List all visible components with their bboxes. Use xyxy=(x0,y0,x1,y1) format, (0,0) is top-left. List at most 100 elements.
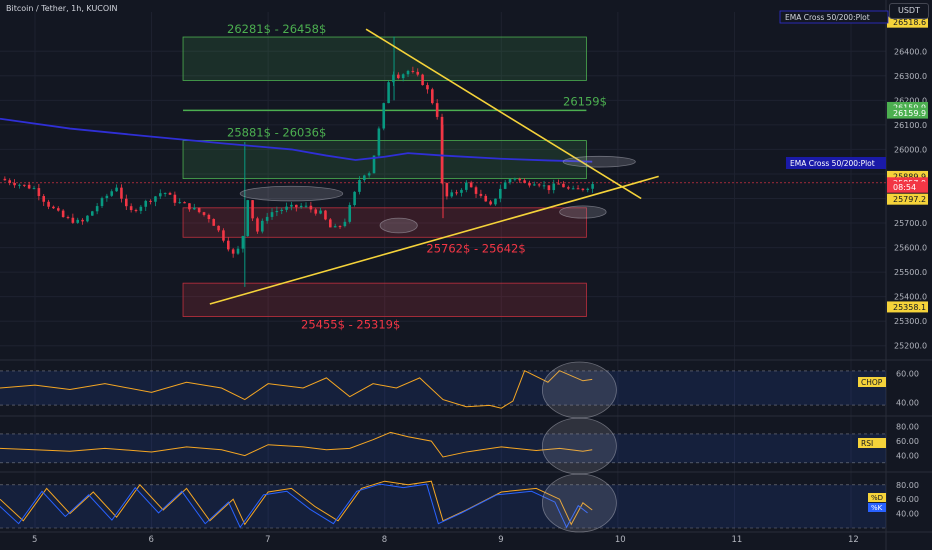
candle-body xyxy=(567,187,570,189)
candle-body xyxy=(338,226,342,228)
candle-body xyxy=(56,208,60,211)
price-label-box xyxy=(887,170,928,182)
zone-label: 25881$ - 26036$ xyxy=(227,126,326,140)
candle-body xyxy=(484,195,488,202)
candle-body xyxy=(469,182,473,188)
candle-body xyxy=(377,128,381,156)
candle-body xyxy=(533,184,536,186)
candle-body xyxy=(367,173,371,176)
oscillator-axis-tick: 40.00 xyxy=(896,398,919,407)
oscillator-tag: %D xyxy=(871,494,883,502)
level-line-label: 26159$ xyxy=(563,94,607,108)
candle-body xyxy=(557,183,560,185)
candle-body xyxy=(76,219,80,223)
highlight-ellipse xyxy=(541,417,617,475)
candle-body xyxy=(474,187,478,194)
candle-body xyxy=(348,205,352,222)
candle-body xyxy=(110,191,114,196)
price-axis-tick: 26000.0 xyxy=(894,145,927,154)
candle-body xyxy=(42,196,46,202)
currency-button[interactable]: USDT xyxy=(889,3,929,19)
price-label: 25889.9 xyxy=(893,172,926,181)
candle-body xyxy=(202,212,206,215)
candle-body xyxy=(61,210,65,218)
candle-body xyxy=(90,211,94,216)
candle-body xyxy=(503,182,507,189)
price-axis-tick: 25300.0 xyxy=(894,317,927,326)
candle-body xyxy=(32,188,36,190)
candle-body xyxy=(333,226,337,228)
trendline xyxy=(209,175,659,305)
oscillator-tag-box xyxy=(858,438,886,448)
candle-body xyxy=(440,116,444,184)
candle-body xyxy=(494,198,497,205)
oscillator-band xyxy=(0,433,886,463)
price-label: 26159.9 xyxy=(893,109,926,118)
candle-body xyxy=(343,221,347,227)
oscillator-line xyxy=(0,480,593,526)
candle-body xyxy=(188,203,191,210)
candle-body xyxy=(222,230,225,241)
candle-body xyxy=(22,184,26,186)
zone-label: 25762$ - 25642$ xyxy=(426,241,525,255)
oscillator-axis-tick: 60.00 xyxy=(896,495,919,504)
candle-body xyxy=(397,74,400,79)
price-label-box xyxy=(887,107,928,119)
candle-body xyxy=(173,194,177,203)
candle-body xyxy=(421,74,424,86)
candle-body xyxy=(154,196,157,202)
candle-body xyxy=(382,103,386,129)
oscillator-stoch-rsi: 80.00 60.00 40.00 %D %K xyxy=(0,473,919,533)
candle-body xyxy=(295,204,298,208)
price-label-box xyxy=(887,301,928,313)
candle-body xyxy=(489,201,492,205)
candle-body xyxy=(353,191,356,206)
candle-body xyxy=(275,210,279,213)
price-axis-tick: 26100.0 xyxy=(894,121,927,130)
oscillator-tag: CHOP xyxy=(861,378,883,387)
candle-body xyxy=(231,249,235,254)
candle-body xyxy=(178,202,182,204)
candle-body xyxy=(586,188,590,191)
oscillator-tag: %K xyxy=(871,504,883,512)
price-axis-tick: 25400.0 xyxy=(894,293,927,302)
candle-body xyxy=(192,207,196,210)
candle-body xyxy=(81,219,84,222)
candle-body xyxy=(299,205,303,208)
candle-body xyxy=(455,192,458,194)
oscillator-axis-tick: 60.00 xyxy=(896,370,919,379)
price-axis-tick: 25500.0 xyxy=(894,268,927,277)
candle-body xyxy=(304,205,308,207)
candle-body xyxy=(241,236,245,249)
candle-body xyxy=(144,200,148,207)
price-axis: 25200.0 25300.0 25400.0 25500.0 25600.0 25700… xyxy=(887,16,928,351)
candle-body xyxy=(465,182,468,190)
candle-body xyxy=(523,180,526,183)
candle-body xyxy=(358,180,361,192)
candle-body xyxy=(426,85,429,90)
candle-body xyxy=(236,248,240,254)
candle-body xyxy=(542,185,546,187)
zones: 26281$ - 26458$ 25881$ - 26036$ 25762$ - 2… xyxy=(182,22,587,332)
candle-body xyxy=(139,206,143,211)
price-label: 26518.6 xyxy=(893,18,926,27)
candle-body xyxy=(450,192,454,197)
candles xyxy=(3,36,594,287)
zone-label: 26281$ - 26458$ xyxy=(227,22,326,36)
chart-symbol-title: Bitcoin / Tether, 1h, KUCOIN xyxy=(6,4,118,13)
highlight-ellipse xyxy=(379,217,418,234)
candle-body xyxy=(207,214,211,220)
candle-body xyxy=(95,206,99,212)
oscillator-tag-box xyxy=(868,503,886,512)
oscillator-tag-box xyxy=(868,493,886,502)
candle-body xyxy=(537,184,541,186)
resistance-zone-red xyxy=(182,207,587,238)
highlight-ellipse xyxy=(559,205,607,219)
candle-body xyxy=(285,206,288,210)
candle-body xyxy=(227,240,230,250)
candle-body xyxy=(479,193,483,196)
candle-body xyxy=(411,70,415,72)
price-label-box xyxy=(887,181,928,193)
